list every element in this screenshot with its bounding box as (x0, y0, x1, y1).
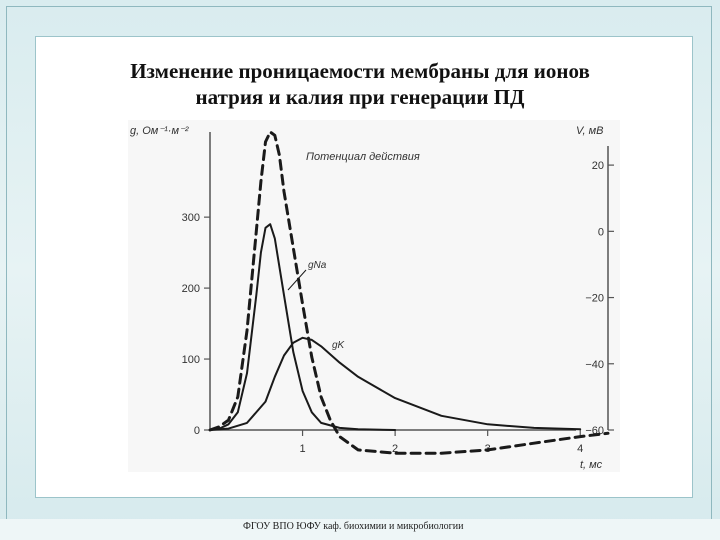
right-axis-ticks: 200−20−40−60 (585, 160, 614, 437)
series-label-gna: gNa (308, 260, 327, 271)
left-axis-label: g, Ом⁻¹·м⁻² (130, 125, 189, 137)
series-label-gk: gK (332, 340, 346, 351)
slide-footer-text: ФГОУ ВПО ЮФУ каф. биохимии и микробиолог… (243, 521, 464, 532)
slide-title-line-1: Изменение проницаемости мембраны для ион… (130, 59, 590, 83)
x-tick-label: 4 (577, 443, 583, 455)
x-axis-label: t, мс (580, 459, 603, 471)
series-line-gna (209, 223, 397, 431)
chart-axes (209, 132, 609, 431)
right-tick-label: 20 (592, 160, 604, 172)
right-tick-label: −40 (585, 359, 604, 371)
series-line-gk (209, 336, 582, 431)
slide-footer-bar (0, 519, 720, 540)
slide-title: Изменение проницаемости мембраны для ион… (60, 58, 660, 110)
series-lines (208, 130, 610, 455)
gna-leader-line (287, 269, 307, 291)
left-tick-label: 300 (182, 212, 200, 224)
right-axis-label: V, мВ (576, 125, 604, 137)
x-tick-label: 1 (299, 443, 305, 455)
x-tick-label: 2 (392, 443, 398, 455)
right-tick-label: −20 (585, 293, 604, 305)
left-tick-label: 200 (182, 283, 200, 295)
slide-title-line-2: натрия и калия при генерации ПД (195, 85, 525, 109)
series-line-action-potential (208, 130, 610, 455)
right-tick-label: 0 (598, 226, 604, 238)
left-axis-ticks: 0 100 200 300 (182, 212, 210, 437)
series-label-action-potential: Потенциал действия (306, 151, 420, 163)
left-tick-label: 100 (182, 354, 200, 366)
left-tick-label: 0 (194, 425, 200, 437)
